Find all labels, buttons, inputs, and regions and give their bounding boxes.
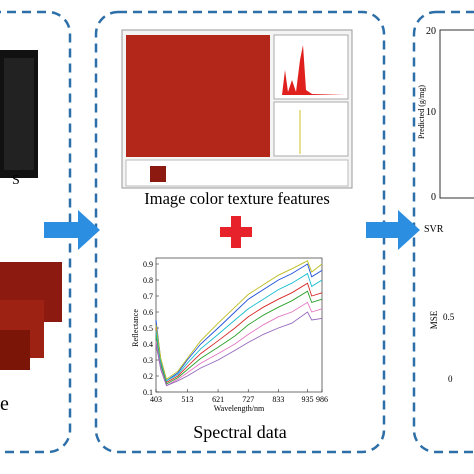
sample-image — [0, 330, 30, 370]
tick-label: 20 — [426, 26, 436, 37]
camera-image — [4, 58, 34, 170]
x-tick-label: 513 — [181, 395, 193, 404]
texture-image — [126, 35, 270, 157]
y-tick-label: 0.7 — [143, 292, 153, 301]
tick-label: 0 — [448, 374, 453, 384]
x-tick-label: 403 — [150, 395, 162, 404]
y-tick-label: 0.4 — [143, 340, 153, 349]
x-tick-label: 833 — [272, 395, 284, 404]
caption: Spectral data — [193, 422, 286, 442]
spectrum-line — [155, 311, 323, 387]
x-tick-label: 727 — [242, 395, 254, 404]
y-tick-label: 0.5 — [143, 324, 153, 333]
x-tick-label: 621 — [212, 395, 224, 404]
y-tick-label: 0.2 — [143, 372, 153, 381]
spectrum-line — [155, 301, 323, 387]
spectral-chart: 0.1 0.2 0.3 0.4 0.5 0.6 0.7 0.8 0.9 403 513 621 727 8… — [131, 257, 328, 413]
plus-sign — [220, 227, 252, 237]
caption: Image color texture features — [144, 189, 330, 208]
image-label: S — [12, 173, 20, 188]
spectrum-line — [155, 260, 323, 380]
caption: e — [0, 393, 9, 415]
arrow — [44, 210, 100, 250]
tick-label: 0.5 — [443, 312, 455, 322]
model-label: SVR — [424, 224, 444, 235]
histogram-window — [273, 101, 349, 157]
arrow — [366, 210, 420, 250]
tick-label: 10 — [426, 107, 436, 118]
right-panel — [412, 10, 474, 454]
y-tick-label: 0.1 — [143, 388, 153, 397]
histogram — [278, 45, 345, 95]
tick-label: 0 — [431, 192, 436, 203]
prediction-plot — [439, 29, 474, 199]
spectrum-line — [155, 290, 323, 385]
x-tick-label: 986 — [316, 395, 328, 404]
spectrum-line — [155, 272, 323, 382]
axis-label: Reflectance — [131, 309, 140, 347]
axis-label: MSE — [429, 310, 439, 329]
axis-label: Predicted (g/mg) — [417, 85, 426, 139]
spectrum-line — [155, 263, 323, 382]
y-tick-label: 0.9 — [143, 260, 153, 269]
y-tick-label: 0.6 — [143, 308, 153, 317]
x-tick-label: 935 — [301, 395, 313, 404]
feature-table — [150, 166, 166, 182]
spectrum-line — [155, 282, 323, 384]
y-tick-label: 0.3 — [143, 356, 153, 365]
y-tick-label: 0.8 — [143, 276, 153, 285]
axis-label: Wavelength/nm — [214, 404, 265, 413]
